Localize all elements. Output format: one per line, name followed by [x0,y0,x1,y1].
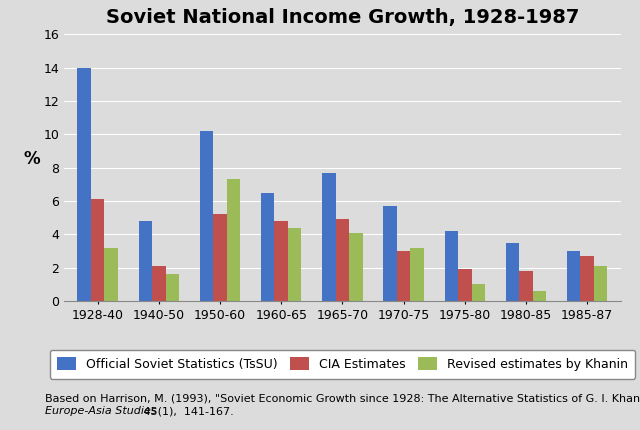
Bar [227,179,240,301]
Bar [139,221,152,301]
Text: 45(1),  141-167.: 45(1), 141-167. [140,406,233,416]
Bar [519,271,532,301]
Bar [91,200,104,301]
Bar [104,248,118,301]
Text: Europe-Asia Studies: Europe-Asia Studies [45,406,156,416]
Title: Soviet National Income Growth, 1928-1987: Soviet National Income Growth, 1928-1987 [106,8,579,27]
Legend: Official Soviet Statistics (TsSU), CIA Estimates, Revised estimates by Khanin: Official Soviet Statistics (TsSU), CIA E… [50,350,635,378]
Bar [445,231,458,301]
Bar [261,193,275,301]
Bar [349,233,363,301]
Bar [288,228,301,301]
Bar [532,291,546,301]
Bar [275,221,288,301]
Bar [594,266,607,301]
Bar [383,206,397,301]
Bar [200,131,213,301]
Bar [580,256,594,301]
Bar [322,173,335,301]
Bar [335,219,349,301]
Bar [506,243,519,301]
Y-axis label: %: % [24,150,40,168]
Text: Based on Harrison, M. (1993), "Soviet Economic Growth since 1928: The Alternativ: Based on Harrison, M. (1993), "Soviet Ec… [45,393,640,403]
Bar [472,284,485,301]
Bar [152,266,166,301]
Bar [410,248,424,301]
Bar [213,215,227,301]
Bar [166,274,179,301]
Bar [458,269,472,301]
Bar [397,251,410,301]
Bar [77,68,91,301]
Bar [567,251,580,301]
